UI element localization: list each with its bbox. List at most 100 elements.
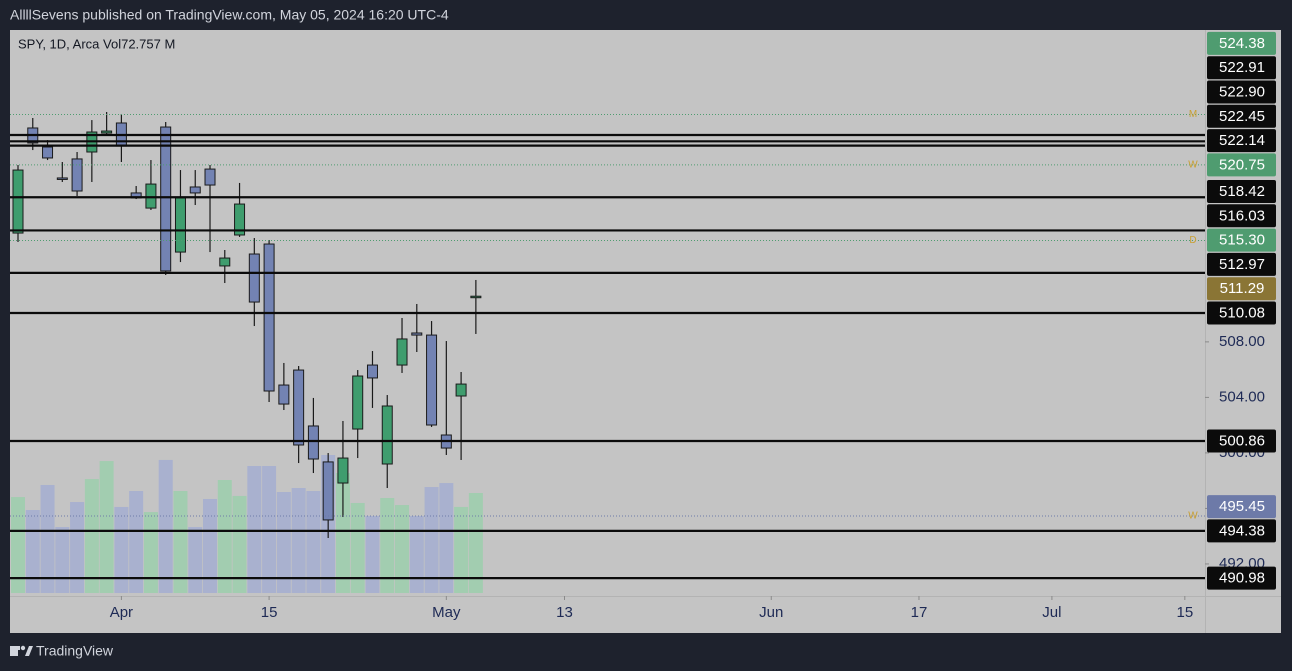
level-marker: D [1189, 235, 1196, 246]
volume-bar [424, 487, 439, 593]
volume-bar [247, 465, 262, 593]
candle-body [366, 364, 378, 379]
volume-bar [84, 479, 99, 593]
x-tick-label: 15 [261, 604, 278, 621]
volume-bar [70, 502, 85, 593]
candle-body [101, 130, 113, 134]
price-badge [1207, 56, 1276, 80]
price-badge-label: 511.29 [1220, 280, 1265, 297]
volume-bar [395, 505, 410, 593]
candle-body [263, 243, 275, 392]
volume-bar [335, 473, 350, 593]
candle-body [248, 253, 260, 303]
price-badge [1207, 277, 1276, 301]
candle-body [381, 405, 393, 465]
candle-body [293, 369, 305, 446]
y-tick-label: 508.00 [1219, 333, 1265, 350]
logo-part [14, 646, 20, 650]
volume-bar [276, 491, 291, 593]
volume-bar [439, 483, 454, 593]
x-tick-label: Jun [759, 604, 783, 621]
volume-bar [158, 459, 173, 593]
price-badge [1207, 252, 1276, 276]
price-badge [1207, 104, 1276, 128]
candle-body [455, 383, 467, 397]
price-badge [1207, 495, 1276, 519]
logo-part [20, 645, 26, 651]
volume-bar [262, 465, 277, 593]
price-badge [1207, 129, 1276, 153]
candle-body [174, 197, 186, 253]
price-badge [1207, 180, 1276, 203]
price-badge-label: 500.86 [1219, 432, 1265, 449]
candle-body [396, 338, 408, 366]
volume-bar [291, 487, 306, 593]
volume-bar [25, 509, 40, 593]
level-marker: M [1189, 109, 1197, 120]
price-badge [1207, 80, 1276, 104]
volume-bar [173, 491, 188, 593]
price-badge [1207, 429, 1276, 453]
plot: 492.00496.00500.00504.00508.00Apr15May13… [10, 31, 1276, 621]
price-badge-label: 520.75 [1219, 156, 1265, 173]
candle-body [42, 146, 54, 159]
candle-body [56, 177, 68, 180]
price-badge-label: 512.97 [1219, 256, 1265, 273]
volume-bar [143, 512, 158, 593]
candle-body [12, 169, 24, 234]
x-tick-label: 13 [556, 604, 573, 621]
volume-bar [40, 484, 55, 593]
volume-bar [468, 492, 483, 593]
candle-body [234, 203, 246, 236]
price-badge-label: 522.14 [1219, 132, 1265, 149]
candle-body [352, 375, 364, 430]
price-badge-label: 522.90 [1219, 83, 1265, 100]
x-tick-label: Apr [110, 604, 133, 621]
logo-part [25, 646, 33, 656]
candle-body [426, 334, 438, 426]
price-badge-label: 522.45 [1219, 108, 1265, 125]
volume-bar [114, 506, 129, 593]
tradingview-logo [10, 645, 33, 656]
price-badge [1207, 153, 1276, 177]
footer-brand: TradingView [36, 643, 114, 659]
x-tick-label: 15 [1176, 604, 1193, 621]
volume-bar [55, 527, 70, 593]
x-tick-label: Jul [1042, 604, 1061, 621]
volume-bar [380, 498, 395, 593]
price-badge-label: 516.03 [1219, 207, 1265, 224]
price-badge [1207, 31, 1276, 55]
candle-body [322, 461, 334, 521]
candle-body [160, 126, 172, 272]
price-badge [1207, 301, 1276, 325]
price-badge [1207, 204, 1276, 228]
volume-bar [232, 495, 247, 593]
candle-body [219, 257, 231, 267]
price-badge-label: 494.38 [1219, 522, 1265, 539]
price-badge-label: 495.45 [1219, 498, 1265, 515]
price-badge-label: 524.38 [1219, 35, 1265, 52]
price-badge [1207, 519, 1276, 543]
price-badge [1207, 566, 1276, 590]
logo-part [10, 646, 18, 656]
candle-body [71, 158, 83, 192]
candle-body [307, 425, 319, 460]
price-badge-label: 510.08 [1219, 304, 1265, 321]
price-badge-label: 490.98 [1219, 570, 1265, 587]
header-text: AllllSevens published on TradingView.com… [10, 7, 449, 23]
candle-body [145, 183, 157, 209]
candle-body [204, 168, 216, 186]
candle-body [337, 457, 349, 484]
x-tick-label: 17 [911, 604, 928, 621]
price-badge-label: 515.30 [1219, 232, 1265, 249]
price-badge-label: 518.42 [1219, 183, 1265, 200]
price-badge [1207, 228, 1276, 252]
level-marker: W [1188, 160, 1198, 171]
candle-body [411, 332, 423, 336]
x-tick-label: May [432, 604, 461, 621]
volume-bar [365, 516, 380, 593]
price-badge-label: 522.91 [1219, 59, 1265, 76]
y-tick-label: 504.00 [1219, 388, 1265, 405]
volume-bar [217, 480, 232, 593]
